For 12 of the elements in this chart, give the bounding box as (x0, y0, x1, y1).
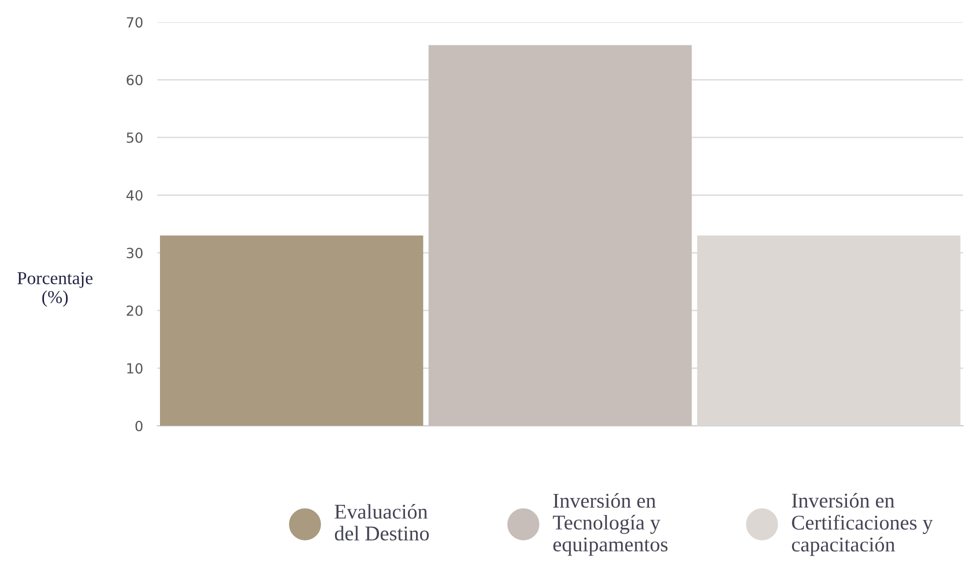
y-tick-label: 30 (126, 248, 142, 258)
y-tick-label: 20 (126, 305, 142, 316)
legend-label: Evaluación del Destino (334, 504, 429, 541)
y-tick-label: 70 (126, 17, 142, 28)
y-axis-title: Porcentaje (%) (17, 272, 92, 307)
legend-label: Inversión en Tecnología y equipamentos (552, 493, 668, 556)
legend-label: Inversión en Certificaciones y capacitación (792, 492, 933, 556)
y-tick-label: 40 (126, 190, 142, 201)
y-tick-label: 10 (127, 363, 142, 374)
y-tick-label: 50 (126, 132, 142, 143)
y-tick-label: 60 (126, 74, 142, 86)
y-tick-label: 0 (135, 420, 142, 432)
